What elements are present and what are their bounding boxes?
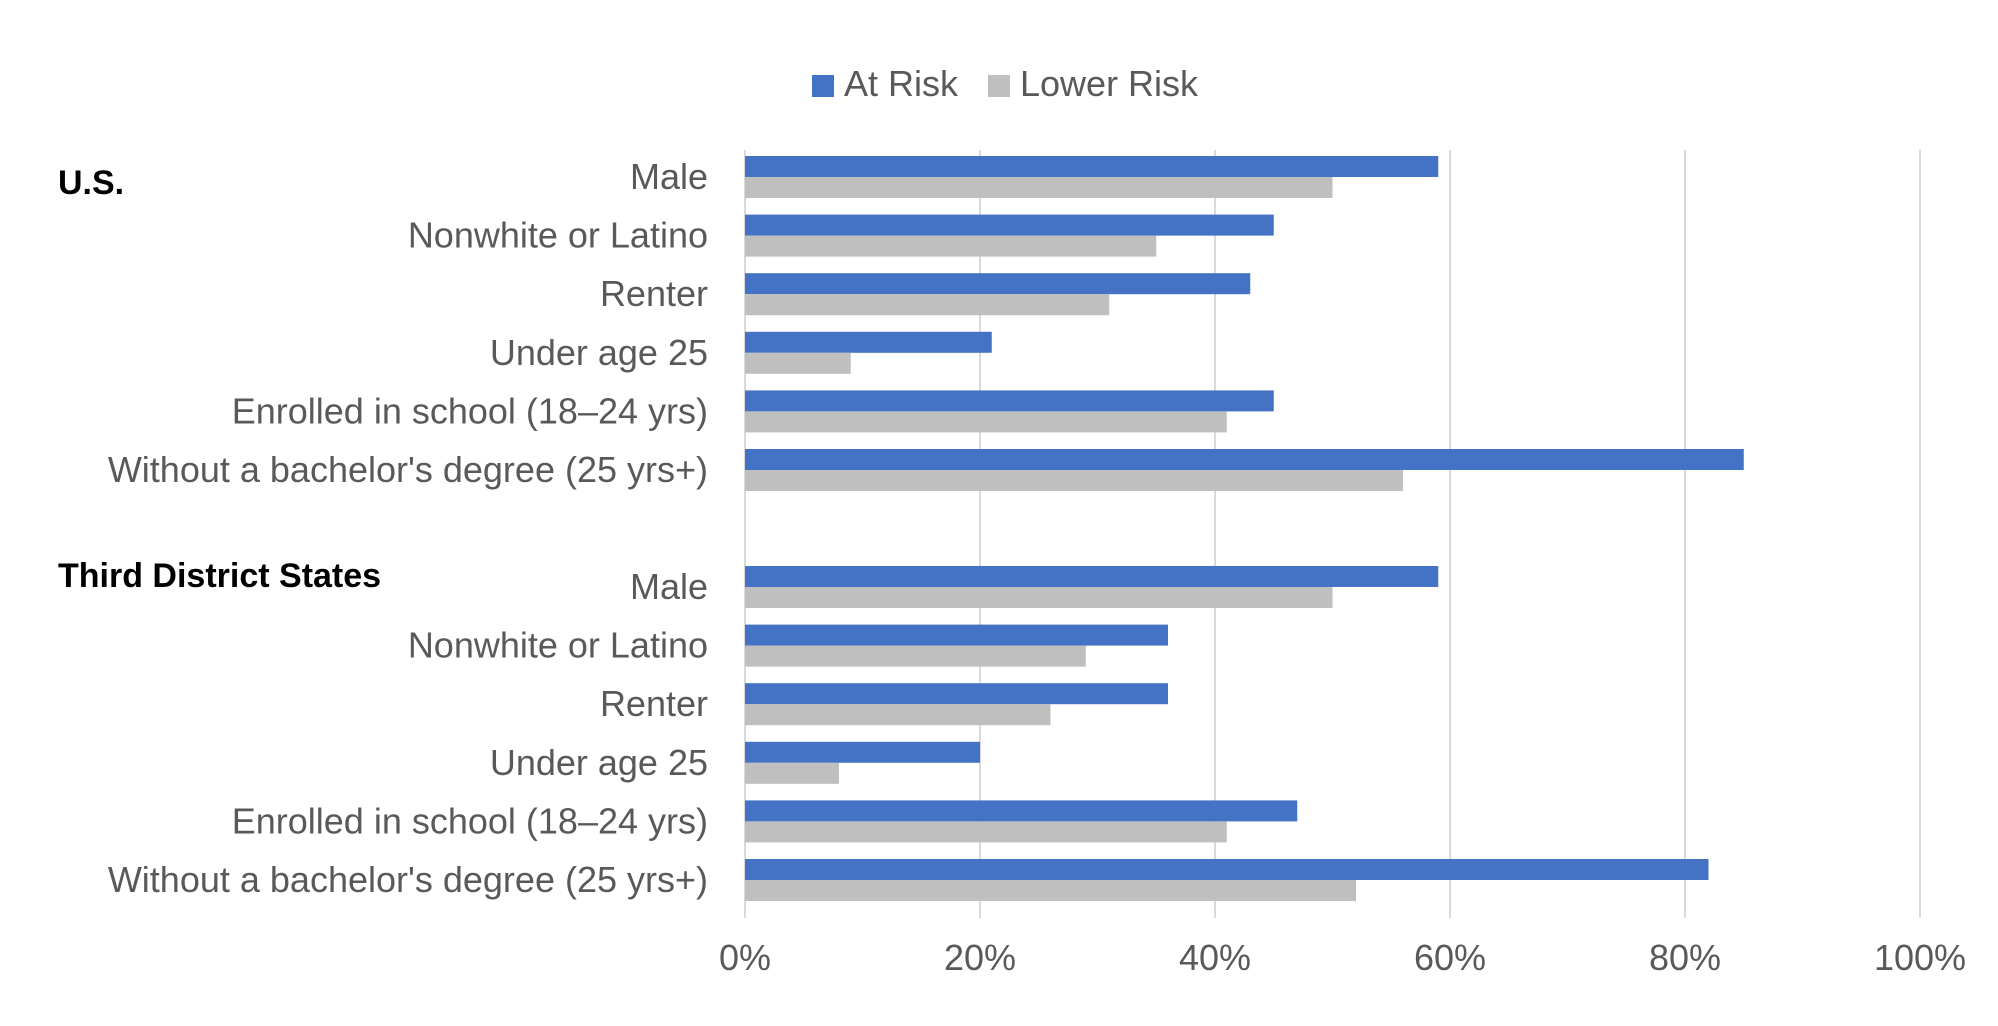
legend-label: At Risk <box>844 63 959 104</box>
group-label: Third District States <box>58 557 381 595</box>
bar-lower-risk <box>745 352 851 374</box>
x-tick-label: 100% <box>1874 937 1966 978</box>
bar-lower-risk <box>745 821 1227 843</box>
bar-lower-risk <box>745 411 1227 433</box>
bar-lower-risk <box>745 704 1051 726</box>
bars <box>745 156 1744 901</box>
bar-at-risk <box>745 449 1744 470</box>
legend-item-at-risk: At Risk <box>812 63 959 104</box>
category-label: Without a bachelor's degree (25 yrs+) <box>108 449 708 490</box>
legend-label: Lower Risk <box>1020 63 1199 104</box>
bar-lower-risk <box>745 645 1086 667</box>
legend-swatch <box>812 75 834 97</box>
category-label: Nonwhite or Latino <box>408 215 708 256</box>
bar-at-risk <box>745 566 1439 587</box>
bar-at-risk <box>745 741 980 763</box>
category-label: Renter <box>600 273 708 314</box>
category-label: Nonwhite or Latino <box>408 625 708 666</box>
legend-swatch <box>988 75 1010 97</box>
category-label: Enrolled in school (18–24 yrs) <box>232 390 708 431</box>
legend-item-lower-risk: Lower Risk <box>988 63 1199 104</box>
bar-at-risk <box>745 683 1168 705</box>
category-label: Under age 25 <box>490 332 708 373</box>
category-label: Male <box>630 156 708 197</box>
bar-at-risk <box>745 156 1439 177</box>
category-label: Renter <box>600 683 708 724</box>
x-axis: 0% 20% 40% 60% 80% 100% <box>719 937 1966 978</box>
bar-lower-risk <box>745 762 839 784</box>
bar-at-risk <box>745 331 992 353</box>
bar-lower-risk <box>745 235 1157 257</box>
bar-at-risk <box>745 390 1274 412</box>
category-labels: U.S. Male Nonwhite or Latino Renter Under ag… <box>58 156 708 900</box>
bar-lower-risk <box>745 177 1333 198</box>
bar-lower-risk <box>745 294 1110 316</box>
category-label: Male <box>630 566 708 607</box>
legend: At Risk Lower Risk <box>812 63 1199 104</box>
x-tick-label: 40% <box>1179 937 1251 978</box>
bar-at-risk <box>745 800 1298 822</box>
bar-at-risk <box>745 214 1274 236</box>
x-tick-label: 0% <box>719 937 771 978</box>
category-label: Without a bachelor's degree (25 yrs+) <box>108 859 708 900</box>
bar-lower-risk <box>745 470 1403 491</box>
group-label: U.S. <box>58 164 124 202</box>
bar-at-risk <box>745 624 1168 646</box>
x-tick-label: 80% <box>1649 937 1721 978</box>
bar-at-risk <box>745 273 1251 295</box>
category-label: Enrolled in school (18–24 yrs) <box>232 800 708 841</box>
bar-lower-risk <box>745 587 1333 608</box>
category-label: Under age 25 <box>490 742 708 783</box>
bar-lower-risk <box>745 880 1356 901</box>
x-tick-label: 60% <box>1414 937 1486 978</box>
bar-at-risk <box>745 859 1709 880</box>
x-tick-label: 20% <box>944 937 1016 978</box>
